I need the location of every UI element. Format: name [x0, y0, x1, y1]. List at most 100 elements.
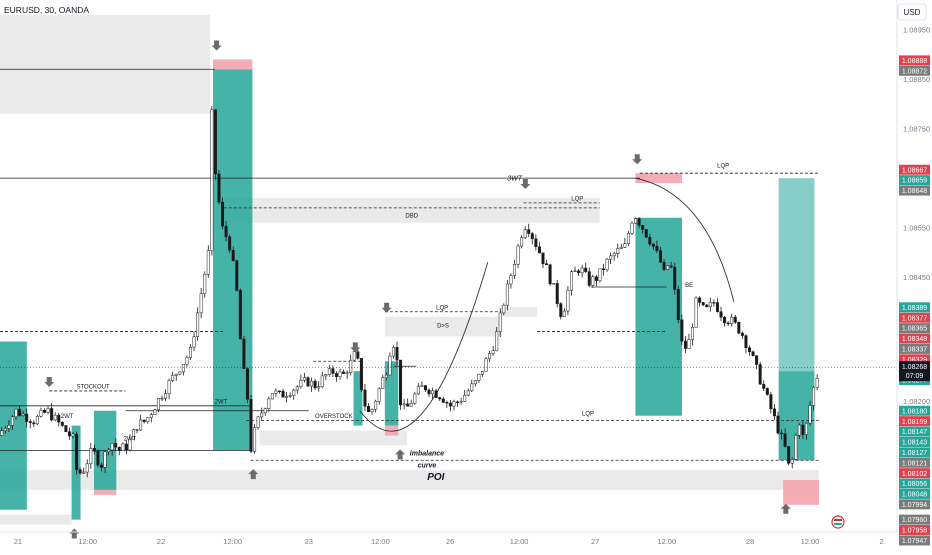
candle-body — [423, 385, 427, 391]
candle-body — [769, 394, 773, 410]
candle-body — [64, 425, 68, 432]
candle-body — [402, 403, 406, 406]
time-axis-labels[interactable]: 21 12:00 22 12:00 23 12:00 26 12:00 27 12:00 28 12:… — [14, 537, 884, 546]
candle-body — [324, 374, 328, 377]
candle-body — [342, 371, 346, 374]
candle-body — [733, 316, 737, 323]
candle-body — [367, 406, 371, 413]
candle-body — [658, 250, 662, 263]
candle-body — [25, 413, 29, 422]
candle-body — [420, 385, 424, 387]
candle-body — [459, 401, 463, 403]
price-label-box — [899, 164, 930, 175]
candle-body — [160, 397, 164, 400]
zone-pink-10 — [93, 489, 117, 495]
candle-body — [762, 383, 766, 389]
zone-teal-16 — [635, 217, 682, 416]
price-label: 1.08648 — [902, 188, 927, 195]
candle-body — [238, 290, 242, 340]
candle-body — [801, 424, 805, 435]
candle-body — [132, 429, 136, 440]
candle-body — [384, 374, 388, 378]
price-label-box — [899, 175, 930, 186]
candle-body — [527, 229, 531, 234]
candle-body — [114, 443, 118, 448]
candle-body — [698, 297, 702, 303]
candle-body — [164, 393, 168, 399]
candle-body — [121, 443, 125, 451]
candle-body — [416, 386, 420, 395]
price-tick: 1.08750 — [903, 125, 930, 134]
time-tick: 2 — [879, 537, 883, 546]
candle-body — [57, 414, 61, 423]
candle-body — [747, 347, 751, 353]
candle-body — [751, 351, 755, 356]
candle-body — [306, 377, 310, 387]
candle-body — [712, 302, 716, 304]
price-label-box — [899, 65, 930, 76]
candle-body — [534, 238, 538, 247]
price-label-box — [899, 323, 930, 334]
candle-body — [651, 243, 655, 247]
candle-body — [345, 372, 349, 374]
candle-body — [530, 233, 534, 240]
candle-body — [388, 355, 392, 376]
zone-gray-3 — [259, 430, 408, 446]
candle-body — [609, 255, 613, 260]
flag-icon[interactable] — [831, 515, 845, 529]
candle-body — [67, 431, 71, 437]
price-label: 1.08337 — [902, 347, 927, 354]
candle-body — [491, 350, 495, 354]
candle-body — [755, 355, 759, 365]
candle-body — [85, 463, 89, 473]
candle-body — [591, 276, 595, 286]
candle-body — [516, 245, 520, 265]
candle-body — [441, 398, 445, 403]
price-label: 1.08667 — [902, 167, 927, 174]
candle-body — [352, 351, 356, 361]
candle-body — [523, 229, 527, 238]
price-label: 1.08056 — [902, 481, 927, 488]
candle-body — [210, 109, 214, 251]
time-tick: 12:00 — [78, 537, 97, 546]
zone-teal-18 — [778, 178, 815, 372]
candle-body — [808, 405, 812, 424]
price-tick: 1.08950 — [903, 26, 930, 35]
candle-body — [687, 339, 691, 349]
currency-button[interactable] — [897, 3, 927, 21]
candle-body — [153, 409, 157, 415]
candle-body — [50, 408, 54, 421]
candle-body — [203, 274, 207, 294]
candle-body — [559, 303, 563, 317]
candle-body — [224, 225, 228, 238]
zone-teal-13 — [353, 371, 363, 426]
price-label-box — [899, 354, 930, 365]
candle-body — [484, 358, 488, 372]
candle-body — [456, 401, 460, 403]
price-label-box — [899, 333, 930, 344]
candle-body — [434, 390, 438, 398]
candle-body — [509, 275, 513, 285]
candle-body — [573, 270, 577, 272]
price-label-box — [899, 185, 930, 196]
arrow-down-icon — [632, 154, 643, 165]
candle-body — [648, 236, 652, 245]
imbalance-curve — [359, 262, 489, 432]
candle-body — [181, 363, 185, 373]
annotation-14: curve — [418, 463, 437, 470]
candle-body — [245, 368, 249, 400]
candle-body — [634, 218, 638, 224]
candle-body — [228, 236, 232, 251]
candle-body — [548, 264, 552, 285]
symbol-title: EURUSD, 30, OANDA — [4, 5, 89, 15]
candle-body — [569, 271, 573, 291]
zone-gray-2 — [384, 316, 502, 337]
candle-body — [71, 433, 75, 437]
price-label: 1.08147 — [902, 429, 927, 436]
price-label: 1.08659 — [902, 178, 927, 185]
candle-body — [146, 417, 150, 422]
time-tick: 12:00 — [657, 537, 676, 546]
price-label-box — [899, 343, 930, 354]
annotation-0: STOCKOUT — [76, 384, 110, 390]
